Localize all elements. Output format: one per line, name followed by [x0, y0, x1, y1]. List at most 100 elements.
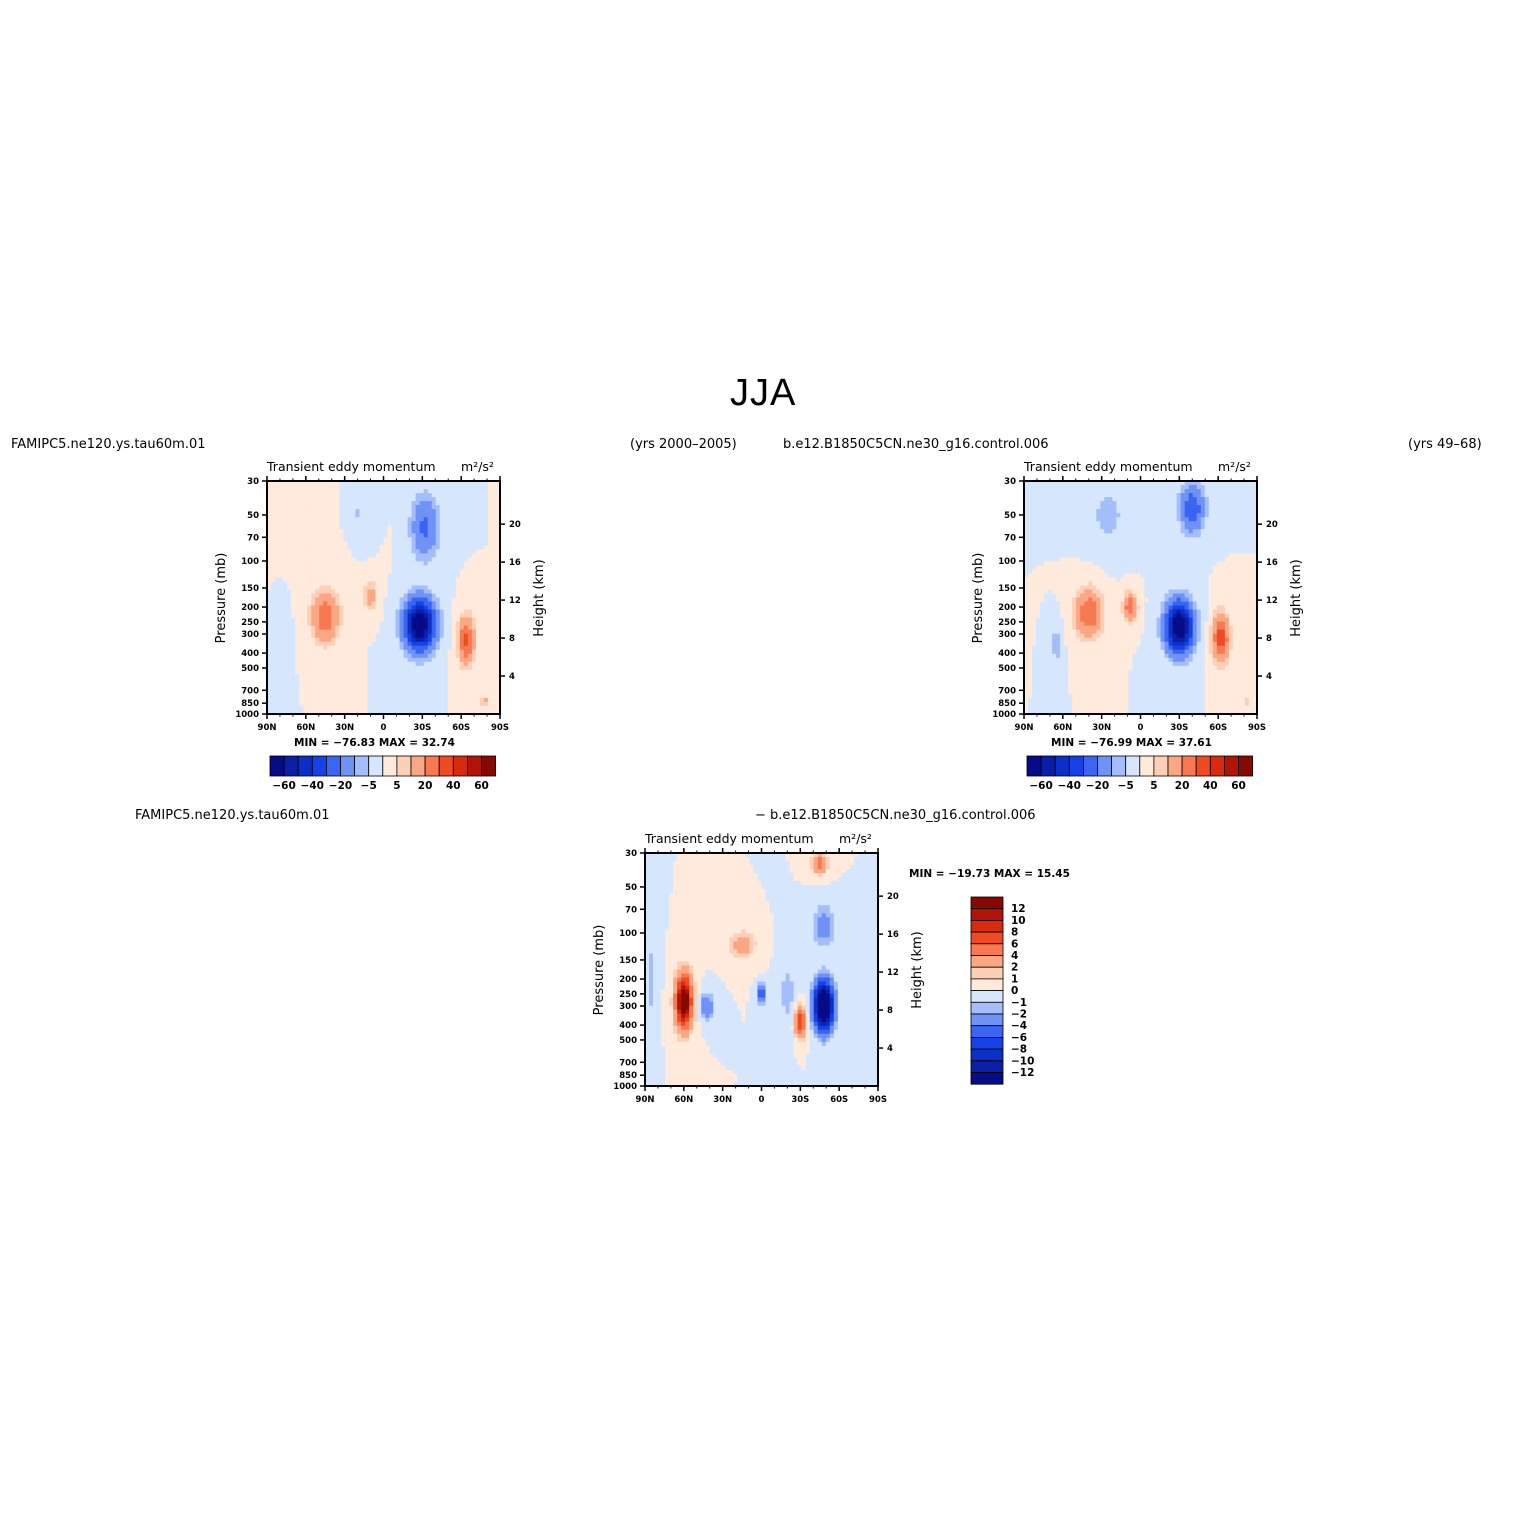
heatmap-cell: [315, 697, 320, 703]
heatmap-cell: [1072, 653, 1077, 659]
heatmap-cell: [407, 585, 413, 591]
heatmap-cell: [383, 641, 389, 647]
heatmap-cell: [1100, 689, 1105, 695]
heatmap-cell: [423, 497, 429, 502]
heatmap-cell: [451, 633, 457, 639]
heatmap-cell: [303, 481, 308, 486]
heatmap-cell: [267, 525, 272, 530]
heatmap-cell: [427, 629, 433, 635]
heatmap-cell: [1052, 489, 1057, 494]
heatmap-cell: [1100, 653, 1105, 659]
heatmap-cell: [463, 521, 469, 526]
heatmap-cell: [1088, 505, 1093, 510]
heatmap-cell: [331, 537, 336, 542]
heatmap-cell: [371, 557, 377, 562]
heatmap-cell: [1040, 657, 1045, 663]
heatmap-cell: [267, 617, 272, 623]
heatmap-cell: [267, 565, 272, 570]
heatmap-cell: [379, 549, 385, 554]
heatmap-cell: [331, 593, 336, 599]
heatmap-cell: [351, 709, 356, 715]
heatmap-cell: [1080, 585, 1085, 591]
heatmap-cell: [1084, 513, 1089, 518]
heatmap-cell: [495, 569, 501, 574]
heatmap-cell: [411, 621, 417, 627]
heatmap-cell: [1024, 533, 1029, 538]
heatmap-cell: [1052, 573, 1057, 579]
heatmap-cell: [383, 609, 389, 615]
heatmap-cell: [443, 585, 449, 591]
heatmap-cell: [1028, 553, 1033, 558]
heatmap-cell: [475, 529, 481, 534]
heatmap-cell: [387, 573, 393, 579]
heatmap-cell: [1092, 501, 1097, 506]
heatmap-cell: [435, 653, 441, 659]
heatmap-cell: [443, 481, 449, 486]
heatmap-cell: [1088, 589, 1093, 595]
y-tick-label: 850: [241, 699, 259, 709]
heatmap-cell: [383, 617, 389, 623]
heatmap-cell: [1116, 501, 1122, 506]
heatmap-cell: [411, 637, 417, 643]
heatmap-cell: [367, 557, 373, 562]
heatmap-cell: [367, 705, 373, 711]
heatmap-cell: [1120, 609, 1126, 615]
heatmap-cell: [1112, 481, 1117, 486]
heatmap-cell: [1084, 621, 1089, 627]
heatmap-cell: [287, 569, 292, 574]
heatmap-cell: [371, 597, 377, 603]
heatmap-cell: [463, 525, 469, 530]
heatmap-cell: [1060, 509, 1065, 514]
heatmap-cell: [287, 485, 292, 490]
heatmap-cell: [347, 701, 352, 707]
heatmap-cell: [427, 569, 433, 574]
heatmap-cell: [331, 705, 336, 711]
heatmap-cell: [279, 653, 284, 659]
heatmap-cell: [419, 529, 425, 534]
heatmap-cell: [1092, 633, 1097, 639]
heatmap-cell: [1040, 561, 1045, 566]
heatmap-cell: [299, 569, 304, 574]
heatmap-cell: [1092, 697, 1097, 703]
heatmap-cell: [295, 649, 300, 655]
heatmap-cell: [323, 513, 328, 518]
panel1-case-name: FAMIPC5.ne120.ys.tau60m.01: [11, 437, 206, 452]
heatmap-cell: [335, 597, 340, 603]
heatmap-cell: [1024, 609, 1029, 615]
heatmap-cell: [1124, 641, 1130, 647]
heatmap-cell: [495, 597, 501, 603]
heatmap-cell: [1024, 681, 1029, 687]
heatmap-cell: [351, 609, 356, 615]
heatmap-cell: [375, 665, 381, 671]
heatmap-cell: [363, 709, 369, 715]
heatmap-cell: [427, 605, 433, 611]
heatmap-cell: [403, 589, 409, 595]
heatmap-cell: [459, 625, 465, 631]
heatmap-cell: [279, 493, 284, 498]
heatmap-cell: [1100, 525, 1105, 530]
heatmap-cell: [271, 573, 276, 579]
heatmap-cell: [1040, 553, 1045, 558]
heatmap-cell: [275, 533, 280, 538]
heatmap-cell: [475, 629, 481, 635]
heatmap-cell: [291, 589, 296, 595]
heatmap-cell: [303, 513, 308, 518]
heatmap-cell: [1076, 489, 1081, 494]
heatmap-cell: [319, 617, 324, 623]
heatmap-cell: [487, 637, 493, 643]
heatmap-cell: [1024, 537, 1029, 542]
heatmap-cell: [439, 677, 445, 683]
heatmap-cell: [479, 489, 485, 494]
heatmap-cell: [327, 521, 332, 526]
heatmap-cell: [343, 553, 348, 558]
heatmap-cell: [307, 629, 312, 635]
heatmap-cell: [487, 581, 493, 587]
heatmap-cell: [423, 689, 429, 695]
heatmap-cell: [371, 549, 377, 554]
heatmap-cell: [379, 485, 385, 490]
heatmap-cell: [287, 545, 292, 550]
heatmap-cell: [283, 613, 288, 619]
heatmap-cell: [1068, 633, 1073, 639]
heatmap-cell: [1036, 525, 1041, 530]
heatmap-cell: [1088, 529, 1093, 534]
